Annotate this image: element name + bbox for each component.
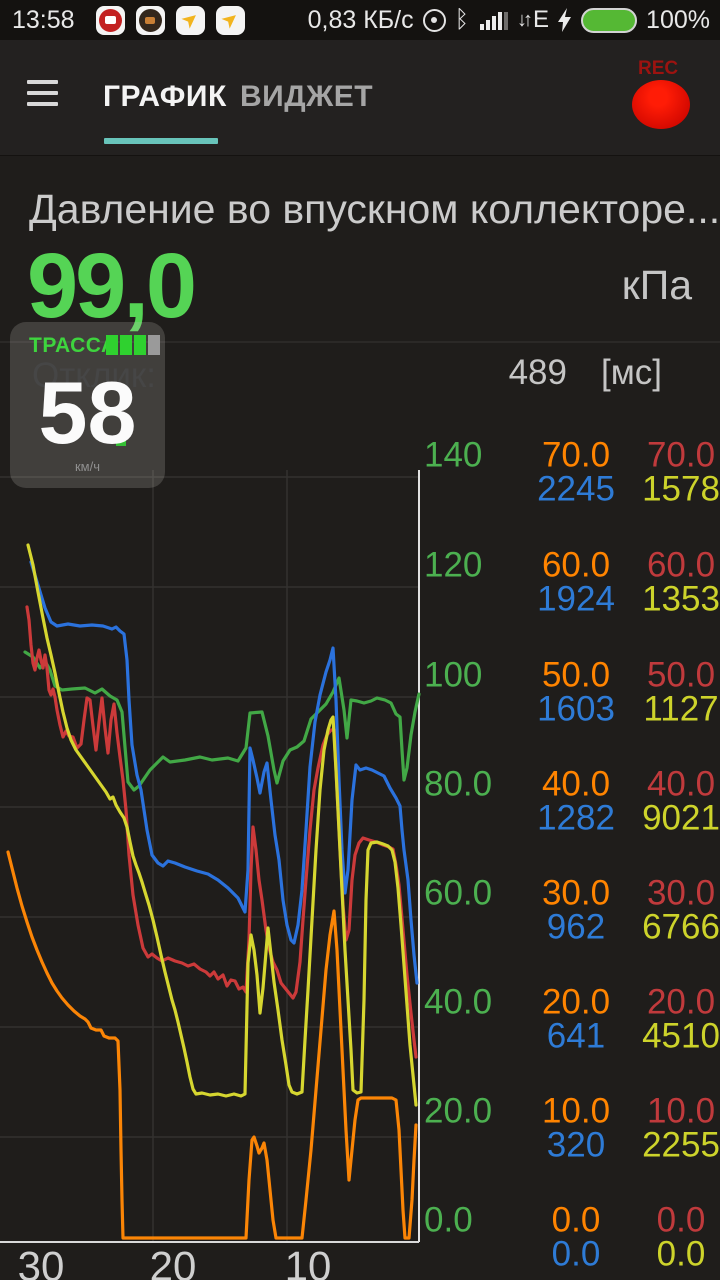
active-tab-underline [104, 138, 218, 144]
blue-axis-tick-label: 320 [547, 1126, 605, 1165]
battery-percent: 100% [646, 5, 710, 34]
yellow-axis-tick-label: 1127 [643, 690, 718, 729]
yellow-axis-tick-label: 6766 [642, 908, 720, 947]
tab-widget[interactable]: ВИДЖЕТ [240, 80, 374, 113]
charging-bolt-icon [558, 8, 572, 32]
red-axis-tick-label: 50.0 [647, 656, 715, 695]
orange-axis-tick-label: 40.0 [542, 765, 610, 804]
yellow-axis-tick-label: 0.0 [657, 1235, 706, 1274]
rec-label: REC [638, 58, 679, 79]
series-red-line [25, 605, 418, 1059]
record-button[interactable] [632, 80, 690, 129]
signal-blocks-icon [106, 335, 160, 355]
orange-axis-tick-label: 0.0 [552, 1201, 601, 1240]
yellow-axis-tick-label: 1578 [642, 470, 720, 509]
speed-value: 58 [38, 363, 137, 462]
bluetooth-icon: ᛒ [454, 6, 470, 33]
green-axis-tick-label: 120 [424, 546, 482, 585]
pid-value: 99,0 [27, 235, 197, 337]
x-tick-label: 30 [18, 1243, 65, 1280]
navigation-arrow-icon: ➤ [215, 5, 245, 35]
data-traffic-arrows-icon: ↓↑ [517, 8, 533, 31]
red-axis-tick-label: 20.0 [647, 983, 715, 1022]
green-marker-icon [116, 436, 126, 446]
navigation-arrow-icon: ➤ [175, 5, 205, 35]
blue-axis-tick-label: 1924 [537, 580, 615, 619]
yellow-axis-tick-label: 1353 [642, 580, 720, 619]
signal-bars-icon [478, 10, 509, 30]
orange-axis-tick-label: 60.0 [542, 546, 610, 585]
series-yellow-line [26, 543, 418, 1107]
green-axis-tick-label: 80.0 [424, 765, 492, 804]
dashcam-app-icon [135, 5, 165, 35]
orange-axis-tick-label: 30.0 [542, 874, 610, 913]
series-green-line [23, 650, 421, 792]
response-label-behind-widget: Отклик: [32, 356, 156, 395]
toolbar: ГРАФИК ВИДЖЕТ REC [0, 40, 720, 156]
red-axis-tick-label: 10.0 [647, 1092, 715, 1131]
pid-title[interactable]: Давление во впускном коллекторе... [29, 186, 720, 232]
yellow-axis-tick-label: 2255 [642, 1126, 720, 1165]
blue-axis-tick-label: 1282 [537, 799, 615, 838]
orange-axis-tick-label: 70.0 [542, 436, 610, 475]
speed-unit: км/ч [74, 459, 100, 474]
red-axis-tick-label: 40.0 [647, 765, 715, 804]
blue-axis-tick-label: 2245 [537, 470, 615, 509]
green-axis-tick-label: 40.0 [424, 983, 492, 1022]
blue-axis-tick-label: 962 [547, 908, 605, 947]
x-tick-label: 10 [285, 1243, 332, 1280]
red-axis-tick-label: 60.0 [647, 546, 715, 585]
status-bar: 13:58 ➤ ➤ 0,83 КБ/с ᛒ ↓↑ E 100% [0, 0, 720, 40]
clock: 13:58 [12, 5, 75, 34]
red-axis-tick-label: 0.0 [657, 1201, 706, 1240]
orange-axis-tick-label: 10.0 [542, 1092, 610, 1131]
orange-axis-tick-label: 20.0 [542, 983, 610, 1022]
net-speed-indicator: 0,83 КБ/с [307, 5, 414, 34]
response-time-unit: [мс] [600, 353, 662, 392]
data-sync-icon [422, 8, 446, 32]
battery-icon [581, 7, 638, 33]
green-axis-tick-label: 0.0 [424, 1201, 473, 1240]
response-time-value: 489 [508, 353, 567, 392]
series-orange-line [6, 850, 418, 1240]
response-time-row: 489 [мс] [509, 353, 662, 393]
yellow-axis-tick-label: 9021 [642, 799, 720, 838]
green-axis-tick-label: 60.0 [424, 874, 492, 913]
blue-axis-tick-label: 1603 [537, 690, 615, 729]
green-axis-tick-label: 100 [424, 656, 482, 695]
network-type-label: E [533, 6, 550, 33]
red-axis-tick-label: 30.0 [647, 874, 715, 913]
yellow-axis-tick-label: 4510 [642, 1017, 720, 1056]
green-axis-tick-label: 140 [424, 436, 482, 475]
pid-unit: кПа [621, 262, 692, 308]
speed-overlay-widget[interactable]: ТРАССА Отклик: 58 км/ч [10, 322, 165, 488]
blue-axis-tick-label: 641 [547, 1017, 605, 1056]
x-tick-label: 20 [150, 1243, 197, 1280]
profile-label: ТРАССА [29, 334, 117, 357]
rec-camera-app-icon [95, 5, 125, 35]
orange-axis-tick-label: 50.0 [542, 656, 610, 695]
blue-axis-tick-label: 0.0 [552, 1235, 601, 1274]
red-axis-tick-label: 70.0 [647, 436, 715, 475]
tab-graph[interactable]: ГРАФИК [103, 80, 227, 113]
hamburger-menu-icon[interactable] [27, 80, 58, 108]
series-blue-line [29, 560, 419, 985]
green-axis-tick-label: 20.0 [424, 1092, 492, 1131]
